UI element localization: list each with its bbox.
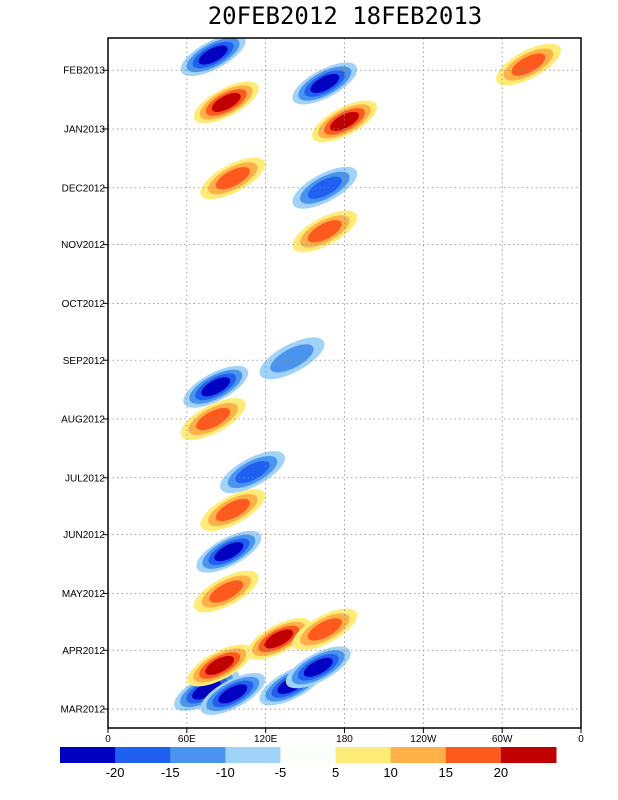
anomaly-feature (174, 669, 240, 712)
contour-band (511, 53, 546, 76)
contour-band (307, 220, 342, 243)
x-tick-label: 60E (178, 734, 196, 745)
colorbar-swatch (280, 747, 337, 763)
y-tick-label: JUN2012 (63, 530, 105, 541)
anomaly-feature (495, 43, 561, 86)
contour-band (215, 498, 250, 522)
contour-band (214, 542, 244, 562)
anomaly-feature (196, 530, 262, 573)
x-axis: 0 60E 120E 180 120W 60W 0 (105, 728, 584, 745)
anomaly-feature (292, 210, 358, 253)
contour-band (270, 344, 314, 373)
y-tick-label: DEC2012 (62, 183, 106, 194)
anomaly-feature (193, 570, 259, 613)
colorbar: -20 -15 -10 -5 5 10 15 20 (60, 747, 557, 780)
colorbar-label: -10 (216, 765, 235, 780)
x-tick-label: 180 (336, 734, 353, 745)
anomaly-feature (312, 100, 377, 143)
anomaly-feature (200, 489, 266, 531)
colorbar-swatch (115, 747, 171, 763)
colorbar-label: -5 (275, 765, 287, 780)
colorbar-swatch (500, 747, 557, 763)
y-tick-label: SEP2012 (63, 356, 106, 367)
x-tick-label: 0 (578, 734, 584, 745)
anomaly-feature (292, 62, 358, 105)
colorbar-label: 5 (332, 765, 339, 780)
colorbar-label: 15 (439, 765, 453, 780)
contour-band (264, 629, 294, 649)
y-tick-label: OCT2012 (62, 299, 106, 310)
colorbar-swatch (390, 747, 447, 763)
colorbar-label: -15 (161, 765, 180, 780)
anomaly-feature (246, 617, 312, 660)
y-tick-label: JUL2012 (65, 473, 105, 484)
contour-band (307, 618, 342, 641)
contour-band (303, 657, 333, 677)
y-tick-label: FEB2013 (63, 66, 105, 77)
contour-band (215, 167, 250, 190)
colorbar-label: 20 (494, 765, 508, 780)
colorbar-swatch (225, 747, 281, 763)
contour-band (209, 580, 244, 603)
contour-band (192, 680, 222, 700)
contour-band (330, 111, 359, 131)
y-tick-label: MAY2012 (62, 589, 106, 600)
y-tick-label: AUG2012 (61, 415, 105, 426)
contour-band (310, 73, 340, 94)
x-tick-label: 60W (492, 734, 513, 745)
contour-band (218, 684, 248, 704)
y-axis: MAR2012 APR2012 MAY2012 JUN2012 JUL2012 AUG20… (61, 66, 108, 716)
anomaly-feature (193, 81, 259, 124)
anomaly-feature (200, 672, 266, 715)
colorbar-swatch (60, 747, 116, 763)
colorbar-swatch (335, 747, 392, 763)
y-tick-label: MAR2012 (61, 705, 106, 716)
y-tick-label: NOV2012 (61, 240, 105, 251)
x-tick-label: 0 (105, 734, 111, 745)
contour-field (174, 38, 561, 715)
contour-band (198, 45, 228, 65)
contour-band (211, 92, 241, 112)
anomaly-feature (259, 337, 325, 380)
contour-band (201, 377, 231, 397)
colorbar-swatch (170, 747, 226, 763)
colorbar-label: -20 (106, 765, 125, 780)
colorbar-swatch (445, 747, 502, 763)
x-tick-label: 120W (410, 734, 437, 745)
anomaly-feature (183, 365, 249, 408)
anomaly-feature (180, 38, 246, 76)
anomaly-feature (187, 644, 253, 687)
anomaly-feature (200, 157, 266, 200)
chart-title: 20FEB2012 18FEB2013 (208, 2, 483, 30)
contour-band (205, 655, 235, 675)
y-tick-label: JAN2013 (64, 124, 106, 135)
contour-band (196, 407, 231, 431)
anomaly-feature (285, 646, 351, 689)
x-tick-label: 120E (254, 734, 278, 745)
colorbar-label: 10 (383, 765, 397, 780)
anomaly-feature (292, 608, 358, 651)
y-tick-label: APR2012 (62, 646, 105, 657)
anomaly-feature (180, 398, 246, 440)
